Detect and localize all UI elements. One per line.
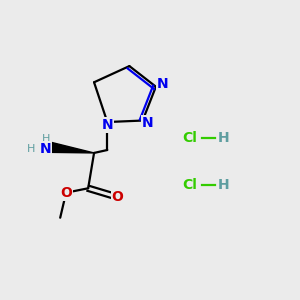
Text: Cl: Cl [182, 131, 197, 145]
Polygon shape [48, 142, 94, 153]
Text: H: H [27, 143, 35, 154]
Text: O: O [112, 190, 124, 204]
Text: N: N [157, 77, 168, 91]
Text: H: H [218, 178, 230, 192]
Text: H: H [218, 131, 230, 145]
Text: N: N [40, 142, 51, 155]
Text: Cl: Cl [182, 178, 197, 192]
Text: H: H [42, 134, 50, 144]
Text: N: N [142, 116, 154, 130]
Text: O: O [60, 186, 72, 200]
Text: N: N [101, 118, 113, 132]
